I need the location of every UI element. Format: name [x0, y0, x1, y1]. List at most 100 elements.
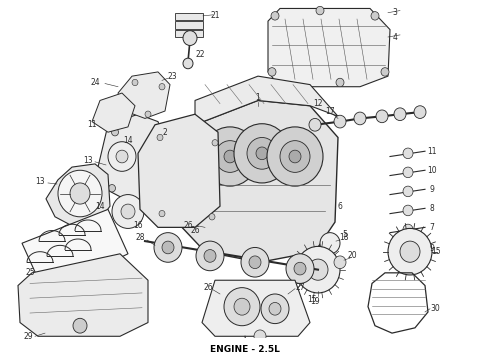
- Text: 22: 22: [195, 50, 205, 59]
- Circle shape: [224, 150, 236, 163]
- Polygon shape: [98, 114, 168, 201]
- Circle shape: [116, 150, 128, 163]
- Polygon shape: [22, 210, 128, 294]
- Text: 1: 1: [256, 93, 260, 102]
- Circle shape: [403, 205, 413, 216]
- Circle shape: [334, 256, 346, 269]
- Circle shape: [70, 183, 90, 204]
- Circle shape: [159, 84, 165, 90]
- Text: 12: 12: [313, 99, 323, 108]
- Circle shape: [73, 318, 87, 333]
- Text: 14: 14: [95, 202, 105, 211]
- Circle shape: [132, 79, 138, 86]
- Text: 8: 8: [430, 204, 434, 213]
- Polygon shape: [46, 164, 110, 228]
- Text: 21: 21: [210, 12, 220, 21]
- Circle shape: [261, 294, 289, 324]
- Text: 11: 11: [427, 147, 437, 156]
- Circle shape: [334, 115, 346, 128]
- Circle shape: [308, 259, 328, 280]
- Text: 3: 3: [392, 8, 397, 17]
- Text: 13: 13: [35, 177, 45, 186]
- Circle shape: [162, 241, 174, 254]
- Circle shape: [403, 148, 413, 159]
- Text: 28: 28: [135, 233, 145, 242]
- Circle shape: [112, 194, 144, 228]
- Circle shape: [280, 141, 310, 172]
- Text: 18: 18: [339, 233, 349, 242]
- Circle shape: [108, 142, 136, 171]
- Text: 7: 7: [430, 223, 435, 232]
- Text: 23: 23: [167, 72, 177, 81]
- Bar: [175, 13, 203, 20]
- Polygon shape: [118, 72, 170, 118]
- Circle shape: [309, 118, 321, 131]
- Circle shape: [247, 138, 277, 169]
- Circle shape: [196, 241, 224, 271]
- Circle shape: [414, 106, 426, 118]
- Circle shape: [403, 224, 413, 235]
- Text: 14: 14: [123, 136, 133, 145]
- Circle shape: [224, 288, 260, 326]
- Text: 20: 20: [347, 251, 357, 260]
- Circle shape: [239, 353, 251, 360]
- Text: 2: 2: [163, 128, 168, 137]
- Polygon shape: [268, 8, 390, 87]
- Circle shape: [202, 127, 258, 186]
- Circle shape: [267, 127, 323, 186]
- Circle shape: [112, 129, 119, 136]
- Circle shape: [58, 170, 102, 217]
- Circle shape: [403, 186, 413, 197]
- Polygon shape: [195, 76, 338, 125]
- Polygon shape: [18, 254, 148, 336]
- Circle shape: [212, 140, 218, 146]
- Circle shape: [269, 302, 281, 315]
- Text: 10: 10: [427, 166, 437, 175]
- Circle shape: [249, 256, 261, 269]
- Circle shape: [215, 141, 245, 172]
- Text: 27: 27: [295, 283, 305, 292]
- Text: ENGINE - 2.5L: ENGINE - 2.5L: [210, 345, 280, 354]
- Bar: [175, 21, 203, 28]
- Text: 30: 30: [430, 304, 440, 313]
- Text: 4: 4: [392, 32, 397, 41]
- Circle shape: [289, 150, 301, 163]
- Circle shape: [400, 241, 420, 262]
- Circle shape: [157, 134, 163, 141]
- Circle shape: [183, 31, 197, 45]
- Circle shape: [294, 262, 306, 275]
- Text: 26: 26: [203, 283, 213, 292]
- Circle shape: [241, 247, 269, 277]
- Circle shape: [254, 330, 266, 343]
- Circle shape: [183, 58, 193, 69]
- Text: 25: 25: [25, 268, 35, 277]
- Text: 11: 11: [87, 120, 97, 129]
- Circle shape: [204, 249, 216, 262]
- Text: 29: 29: [23, 332, 33, 341]
- Circle shape: [151, 134, 158, 141]
- Text: 17: 17: [325, 107, 335, 116]
- Text: 24: 24: [90, 78, 100, 87]
- Circle shape: [371, 12, 379, 20]
- Circle shape: [296, 246, 340, 293]
- Text: 26: 26: [183, 221, 193, 230]
- Text: 13: 13: [83, 156, 93, 165]
- Polygon shape: [138, 114, 220, 228]
- Circle shape: [234, 298, 250, 315]
- Circle shape: [394, 108, 406, 121]
- Text: 26: 26: [190, 226, 200, 235]
- Polygon shape: [202, 280, 310, 336]
- Circle shape: [354, 112, 366, 125]
- Text: 15: 15: [431, 247, 441, 256]
- Circle shape: [336, 78, 344, 87]
- Circle shape: [209, 213, 215, 220]
- Circle shape: [154, 233, 182, 262]
- Circle shape: [320, 233, 340, 254]
- Circle shape: [256, 147, 268, 160]
- Polygon shape: [92, 93, 135, 132]
- Circle shape: [376, 110, 388, 123]
- Text: 9: 9: [430, 244, 435, 253]
- Text: 16: 16: [133, 221, 143, 230]
- Circle shape: [403, 167, 413, 177]
- Circle shape: [121, 204, 135, 219]
